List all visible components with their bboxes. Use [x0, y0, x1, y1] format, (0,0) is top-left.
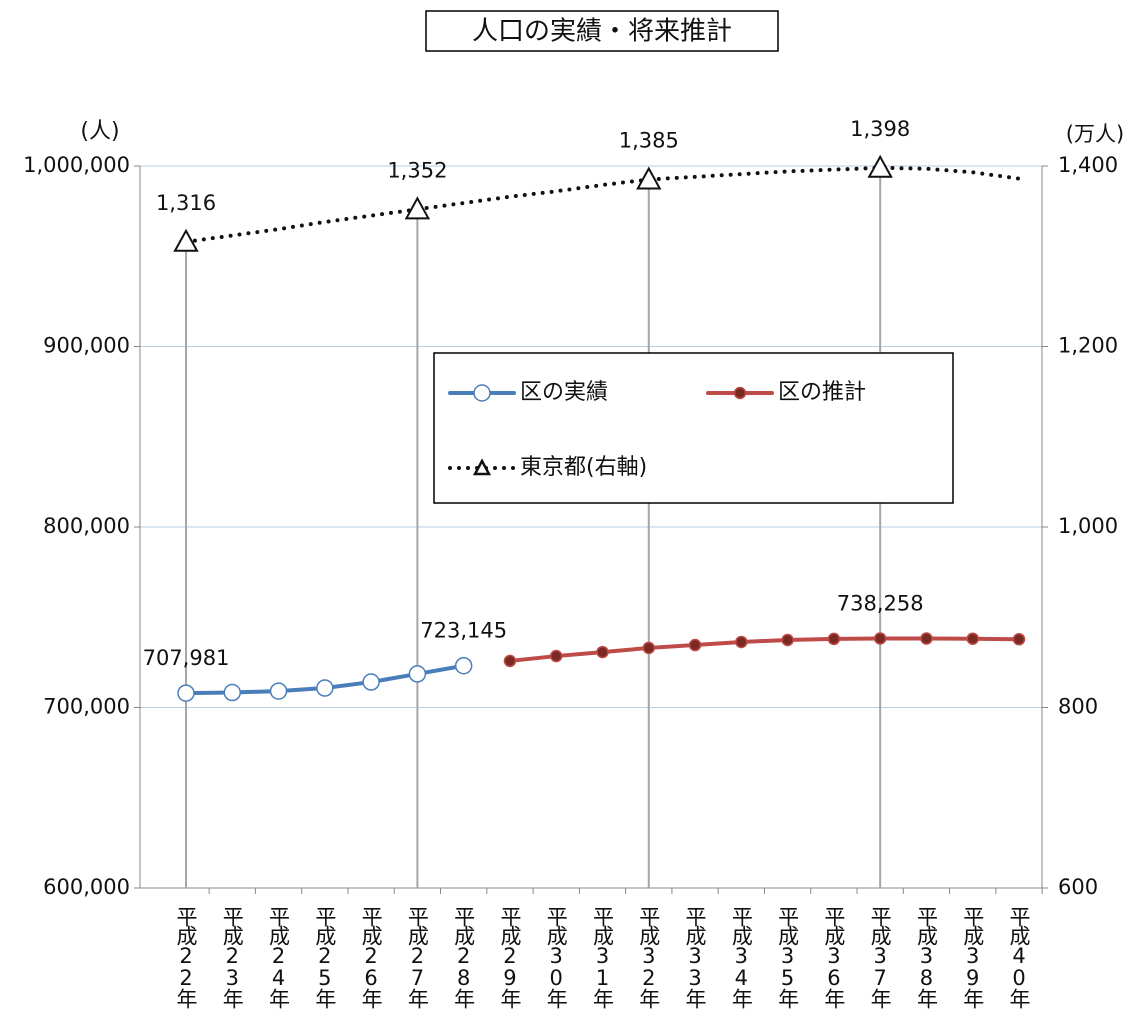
point	[454, 656, 473, 675]
data-label: 1,398	[850, 117, 910, 141]
y2-tick-label: 1,400	[1058, 153, 1118, 177]
x-tick-label: 平成22年	[174, 906, 198, 1009]
chart-title: 人口の実績・将来推計	[472, 17, 732, 47]
x-tick-label: 平成26年	[359, 906, 383, 1009]
x-tick-label: 平成32年	[637, 906, 661, 1009]
y2-tick-label: 1,200	[1058, 334, 1118, 358]
x-tick-label: 平成39年	[961, 906, 985, 1009]
y-tick-label: 800,000	[43, 514, 130, 538]
x-tick-label: 平成33年	[683, 906, 707, 1009]
legend-label: 区の実績	[520, 380, 608, 405]
data-label: 723,145	[420, 619, 507, 643]
point	[408, 665, 427, 683]
grid: 600,000 700,000 800,000 900,000 1,000,000 600…	[23, 153, 1118, 1009]
data-label: 1,352	[387, 158, 447, 182]
y-tick-label: 900,000	[43, 334, 130, 358]
point	[781, 633, 794, 647]
legend-label: 東京都(右軸)	[520, 455, 647, 480]
x-tick-label: 平成25年	[313, 906, 337, 1009]
x-tick-label: 平成30年	[544, 906, 568, 1009]
series-line	[507, 636, 1021, 663]
data-label: 1,316	[156, 191, 216, 215]
point	[503, 654, 517, 668]
x-tick-label: 平成34年	[729, 906, 753, 1009]
point	[316, 679, 334, 697]
x-tick-label: 平成35年	[776, 906, 800, 1009]
point	[404, 196, 431, 220]
point	[1012, 633, 1026, 646]
point	[735, 635, 748, 649]
y-tick-label: 1,000,000	[23, 153, 130, 177]
point	[269, 682, 288, 700]
point	[549, 649, 563, 663]
legend-marker	[472, 458, 492, 476]
y2-tick-label: 800	[1058, 695, 1098, 719]
y2-tick-label: 1,000	[1058, 514, 1118, 538]
x-tick-label: 平成37年	[868, 906, 892, 1009]
x-tick-label: 平成27年	[405, 906, 429, 1009]
y-axis-label: (人)	[80, 119, 119, 144]
x-tick-label: 平成38年	[914, 906, 938, 1009]
x-tick-label: 平成23年	[220, 906, 244, 1009]
point	[867, 154, 893, 178]
point	[177, 684, 195, 702]
legend-marker	[473, 384, 491, 402]
title-box	[425, 10, 779, 52]
series-line	[184, 165, 1021, 244]
legend-label: 区の推計	[778, 380, 866, 405]
x-tick-label: 平成24年	[267, 906, 291, 1009]
point	[827, 632, 841, 646]
legend-box	[433, 352, 954, 504]
point	[966, 632, 979, 645]
y2-axis-label: (万人)	[1066, 122, 1124, 146]
point	[642, 641, 656, 655]
x-tick-label: 平成29年	[498, 906, 522, 1009]
x-tick-label: 平成31年	[591, 906, 615, 1009]
y-tick-label: 600,000	[43, 875, 130, 899]
x-tick-label: 平成28年	[452, 906, 476, 1009]
point	[173, 228, 199, 252]
y2-tick-label: 600	[1058, 875, 1098, 899]
point	[223, 683, 242, 702]
point	[920, 632, 933, 645]
point	[873, 632, 887, 645]
point	[636, 166, 662, 190]
x-tick-label: 平成36年	[822, 906, 846, 1009]
point	[688, 638, 702, 652]
data-label: 738,258	[837, 591, 924, 615]
legend-marker	[733, 386, 747, 400]
point	[362, 673, 380, 691]
drop-lines	[185, 167, 882, 888]
x-tick-label: 平成40年	[1007, 906, 1031, 1009]
point	[596, 645, 609, 659]
data-label: 1,385	[619, 129, 679, 153]
plot: 707,981 723,145 738,258 1,316 1,352 1,385 1,39…	[143, 117, 1026, 702]
data-label: 707,981	[143, 646, 230, 670]
y-tick-label: 700,000	[43, 695, 130, 719]
